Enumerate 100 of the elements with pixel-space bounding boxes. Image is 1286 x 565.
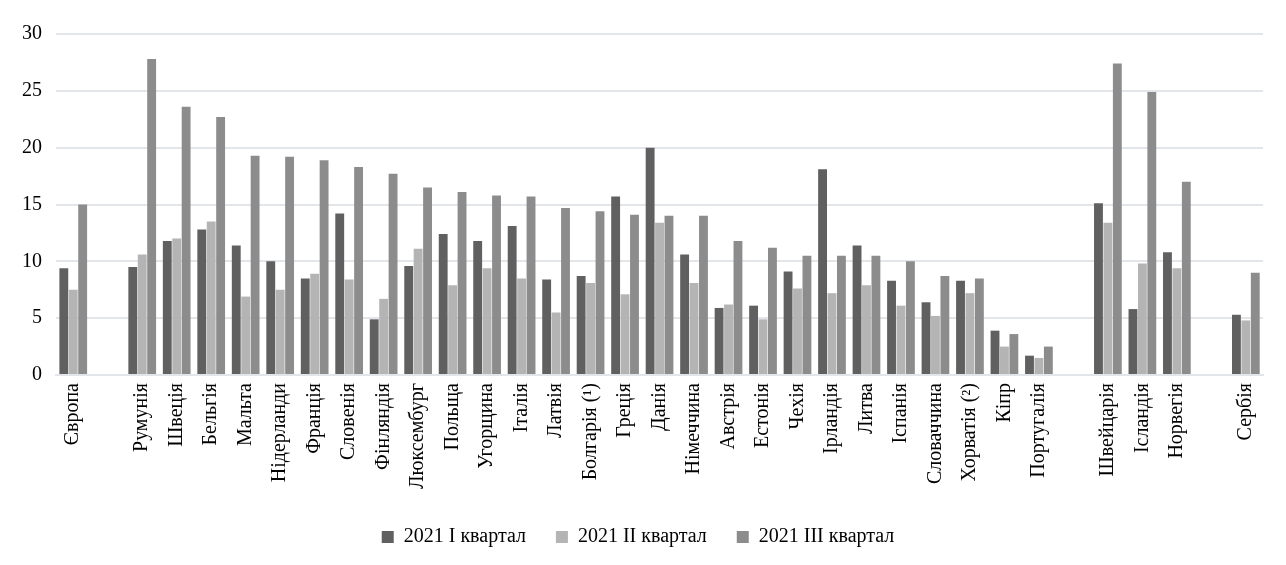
bar <box>793 288 802 374</box>
bar <box>1025 355 1034 374</box>
bar <box>1000 346 1009 374</box>
bar <box>162 240 172 374</box>
x-tick-label: Швейцарія <box>1095 383 1119 477</box>
bar <box>1147 91 1157 374</box>
bar <box>310 273 320 374</box>
y-tick-label: 15 <box>22 191 42 214</box>
bar <box>482 268 492 374</box>
bar <box>344 279 354 374</box>
x-tick-label: Італія <box>508 383 531 433</box>
bar <box>974 278 984 374</box>
bar <box>542 279 552 374</box>
bar <box>68 289 78 374</box>
bar <box>611 196 621 374</box>
bar <box>620 294 630 374</box>
bar <box>78 204 88 374</box>
bar <box>369 319 379 374</box>
bar <box>231 245 241 374</box>
bar <box>275 289 285 374</box>
bar <box>1043 346 1053 374</box>
bar <box>404 265 414 374</box>
x-tick-label: Данія <box>646 383 670 431</box>
bar <box>931 315 940 374</box>
bar <box>147 59 157 374</box>
bar <box>733 240 743 374</box>
bar <box>438 234 448 374</box>
bar <box>1163 252 1172 374</box>
bar <box>1232 314 1241 374</box>
x-tick-label: Литва <box>853 382 876 435</box>
bar <box>250 155 260 374</box>
bar <box>630 214 639 374</box>
bar <box>216 116 226 374</box>
bar <box>241 296 251 374</box>
bar <box>921 302 931 374</box>
x-tick-label: Румунія <box>129 383 153 452</box>
bar <box>197 229 207 374</box>
x-tick-label: Ісландія <box>1129 383 1153 454</box>
bar <box>1172 268 1182 374</box>
x-tick-label: Ірландія <box>819 383 843 454</box>
bar <box>896 305 906 374</box>
bar <box>285 156 295 374</box>
bar <box>680 254 690 374</box>
bar <box>1112 63 1122 374</box>
x-tick-label: Європа <box>60 382 84 446</box>
x-tick-label: Бельгія <box>198 383 221 446</box>
bar <box>59 268 69 374</box>
x-tick-label: Чехія <box>784 383 807 430</box>
bar <box>413 248 423 374</box>
bar <box>379 298 389 374</box>
bar <box>206 221 216 374</box>
x-tick-label: Австрія <box>715 383 739 450</box>
bar <box>448 285 458 374</box>
x-tick-label: Греція <box>612 383 636 438</box>
x-tick-label: Мальта <box>232 382 255 447</box>
bar <box>768 247 777 374</box>
x-tick-label: Словенія <box>336 383 359 460</box>
x-tick-label: Угорщина <box>474 382 498 469</box>
y-tick-label: 20 <box>22 134 42 157</box>
bar <box>862 285 871 374</box>
bar <box>990 330 1000 374</box>
bar <box>1250 272 1260 374</box>
x-tick-label: Норвегія <box>1164 383 1188 459</box>
bar <box>749 305 759 374</box>
bar <box>128 267 138 374</box>
x-tick-label: Польща <box>439 382 463 451</box>
bar <box>354 166 364 374</box>
y-tick-label: 25 <box>22 78 42 101</box>
bar <box>457 192 467 374</box>
x-tick-label: Німеччина <box>681 382 704 475</box>
x-tick-label: Португалія <box>1026 383 1050 478</box>
bar <box>836 255 846 374</box>
bar <box>940 276 950 374</box>
bar <box>818 169 827 374</box>
bar <box>655 222 664 374</box>
x-tick-label: Хорватія (²) <box>957 383 981 482</box>
bar <box>507 226 517 374</box>
x-tick-label: Естонія <box>750 383 773 449</box>
bar <box>423 187 432 374</box>
x-tick-label: Болгарія (¹) <box>577 383 601 481</box>
bar <box>388 173 398 374</box>
legend-label: 2021 II квартал <box>577 524 707 548</box>
bar <box>758 319 768 374</box>
bar <box>1034 357 1044 374</box>
bar <box>852 245 862 374</box>
y-tick-label: 10 <box>22 248 42 271</box>
bar <box>335 213 345 374</box>
bar <box>561 207 570 374</box>
bar <box>956 280 965 374</box>
bar <box>137 254 147 374</box>
x-tick-label: Іспанія <box>888 383 911 444</box>
x-tick-label: Франція <box>301 383 325 454</box>
y-tick-label: 5 <box>32 305 42 328</box>
bar <box>473 240 483 374</box>
bar <box>526 196 536 374</box>
bar <box>300 278 310 374</box>
bar <box>871 255 881 374</box>
bar <box>664 215 674 374</box>
bar <box>172 238 182 374</box>
legend-label: 2021 III квартал <box>758 524 895 548</box>
